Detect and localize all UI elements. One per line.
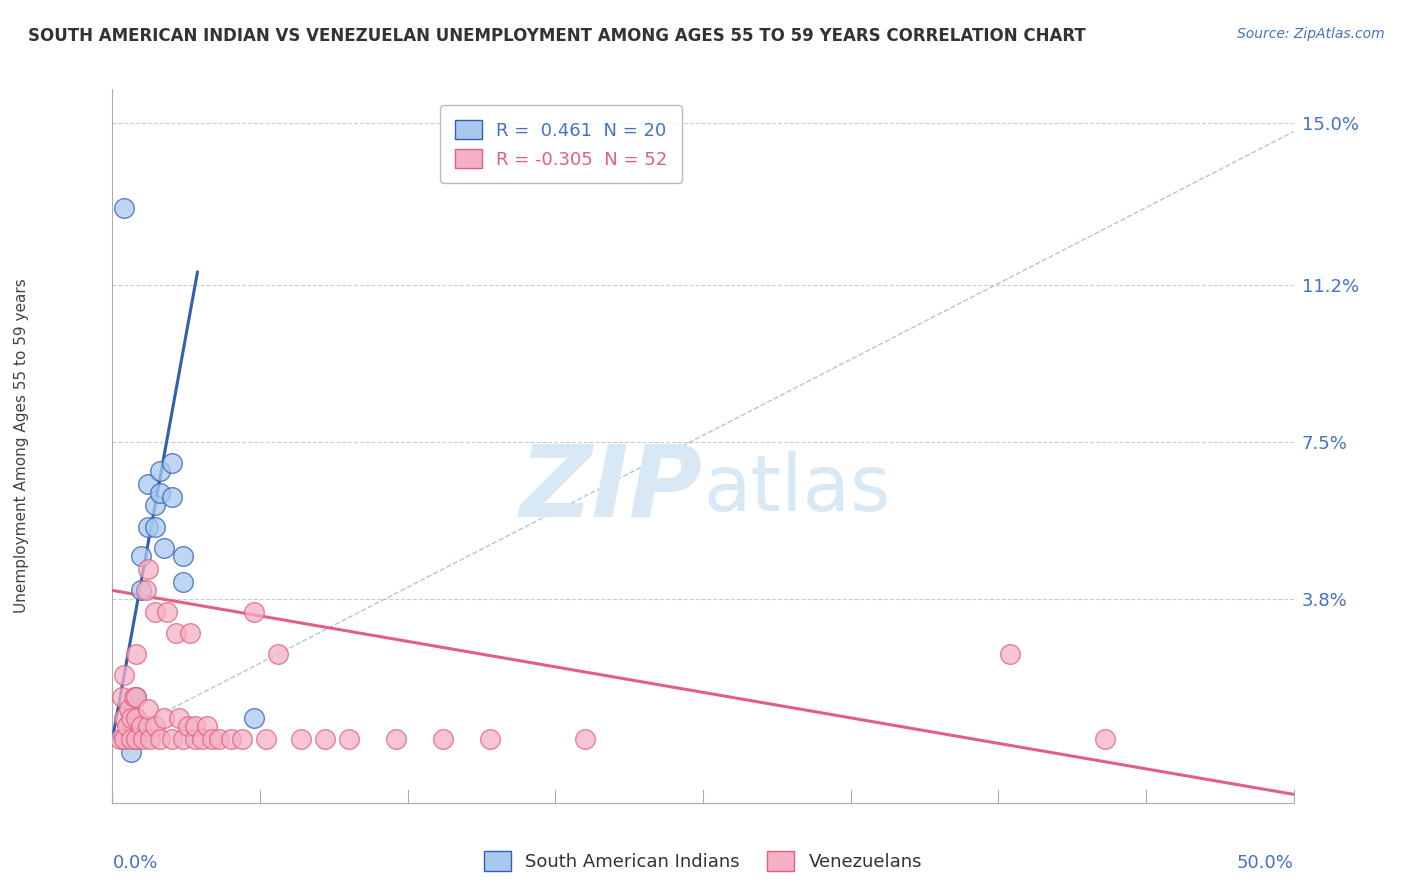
Text: 50.0%: 50.0% (1237, 854, 1294, 871)
Text: 0.0%: 0.0% (112, 854, 157, 871)
Point (136, 519, 159, 533)
Point (153, 541, 176, 555)
Point (208, 732, 231, 747)
Point (136, 562, 159, 576)
Point (574, 732, 596, 747)
Point (143, 499, 166, 513)
Text: ZIP: ZIP (520, 441, 703, 537)
Point (165, 626, 187, 640)
Point (108, 732, 131, 747)
Point (125, 711, 148, 725)
Point (132, 732, 155, 747)
Point (143, 519, 166, 533)
Point (125, 690, 148, 704)
Point (125, 732, 148, 747)
Point (136, 719, 159, 733)
Point (998, 647, 1021, 661)
Point (243, 605, 266, 619)
Point (136, 477, 159, 491)
Point (184, 719, 207, 733)
Point (290, 732, 312, 747)
Point (112, 668, 135, 682)
Point (120, 711, 142, 725)
Point (112, 711, 135, 725)
Point (243, 711, 266, 725)
Point (135, 583, 157, 598)
Text: SOUTH AMERICAN INDIAN VS VENEZUELAN UNEMPLOYMENT AMONG AGES 55 TO 59 YEARS CORRE: SOUTH AMERICAN INDIAN VS VENEZUELAN UNEM… (28, 27, 1085, 45)
Point (160, 490, 183, 504)
Legend: South American Indians, Venezuelans: South American Indians, Venezuelans (477, 844, 929, 879)
Point (219, 732, 242, 747)
Point (149, 465, 172, 479)
Point (432, 732, 454, 747)
Point (112, 732, 135, 747)
Point (179, 626, 201, 640)
Point (172, 574, 194, 589)
Point (118, 702, 141, 716)
Text: Source: ZipAtlas.com: Source: ZipAtlas.com (1237, 27, 1385, 41)
Point (143, 605, 166, 619)
Legend: R =  0.461  N = 20, R = -0.305  N = 52: R = 0.461 N = 20, R = -0.305 N = 52 (440, 105, 682, 183)
Point (149, 485, 172, 500)
Point (479, 732, 502, 747)
Point (184, 732, 207, 747)
Point (201, 732, 224, 747)
Point (172, 732, 194, 747)
Point (129, 719, 152, 733)
Point (112, 201, 135, 215)
Point (254, 732, 277, 747)
Point (125, 732, 148, 747)
Point (231, 732, 253, 747)
Point (160, 732, 183, 747)
Point (120, 745, 142, 759)
Point (337, 732, 360, 747)
Point (156, 605, 179, 619)
Point (115, 719, 138, 733)
Point (172, 549, 194, 564)
Point (125, 647, 148, 661)
Point (167, 711, 190, 725)
Point (111, 690, 134, 704)
Point (125, 711, 148, 725)
Point (314, 732, 336, 747)
Point (195, 719, 218, 733)
Point (125, 690, 148, 704)
Point (1094, 732, 1116, 747)
Point (122, 690, 145, 704)
Point (129, 583, 152, 598)
Point (177, 719, 200, 733)
Point (160, 456, 183, 470)
Point (149, 732, 172, 747)
Point (139, 732, 162, 747)
Point (120, 732, 142, 747)
Text: atlas: atlas (703, 450, 890, 527)
Point (129, 549, 152, 564)
Point (153, 711, 176, 725)
Point (385, 732, 408, 747)
Point (143, 719, 166, 733)
Point (191, 732, 214, 747)
Point (267, 647, 290, 661)
Point (136, 702, 159, 716)
Text: Unemployment Among Ages 55 to 59 years: Unemployment Among Ages 55 to 59 years (14, 278, 28, 614)
Point (112, 732, 135, 747)
